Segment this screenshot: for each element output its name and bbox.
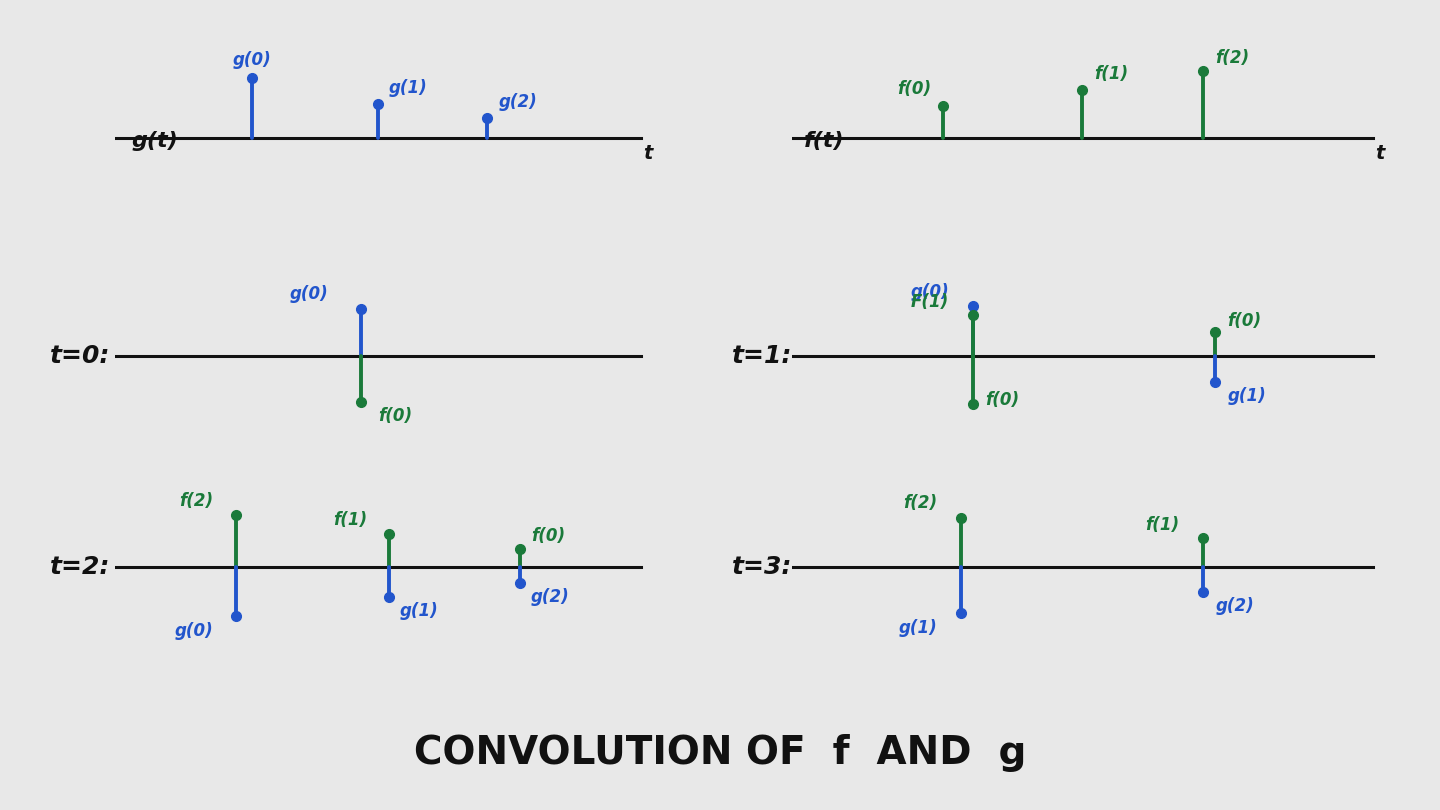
Text: t=2:: t=2: <box>49 555 109 579</box>
Text: f(0): f(0) <box>985 391 1020 409</box>
Text: t: t <box>644 144 652 164</box>
Text: f(2): f(2) <box>903 494 937 513</box>
Text: g(0): g(0) <box>233 51 271 69</box>
Text: f(0): f(0) <box>1227 312 1261 330</box>
Text: g(1): g(1) <box>400 603 439 620</box>
Text: f(t): f(t) <box>804 131 845 151</box>
Text: g(2): g(2) <box>531 588 570 606</box>
Text: g(t): g(t) <box>131 131 179 151</box>
Text: g(2): g(2) <box>1215 598 1254 616</box>
Text: f(0): f(0) <box>897 80 932 98</box>
Text: f(2): f(2) <box>1215 49 1250 67</box>
Text: f(1): f(1) <box>1094 65 1129 83</box>
Text: CONVOLUTION OF  f  AND  g: CONVOLUTION OF f AND g <box>413 735 1027 772</box>
Text: f(0): f(0) <box>377 407 412 425</box>
Text: t=1:: t=1: <box>732 344 792 369</box>
Text: g(0): g(0) <box>174 621 213 640</box>
Text: f(1): f(1) <box>333 511 367 529</box>
Text: t=0:: t=0: <box>49 344 109 369</box>
Text: f(0): f(0) <box>531 526 564 545</box>
Text: t: t <box>1375 144 1385 164</box>
Text: g(2): g(2) <box>498 93 537 111</box>
Text: g(0): g(0) <box>289 285 328 303</box>
Text: g(1): g(1) <box>1227 387 1266 405</box>
Text: F(1): F(1) <box>912 292 949 311</box>
Text: g(1): g(1) <box>389 79 428 97</box>
Text: t=3:: t=3: <box>732 555 792 579</box>
Text: g(1): g(1) <box>899 619 937 637</box>
Text: f(1): f(1) <box>1145 516 1179 534</box>
Text: f(2): f(2) <box>180 492 213 510</box>
Text: g(0): g(0) <box>910 283 949 301</box>
